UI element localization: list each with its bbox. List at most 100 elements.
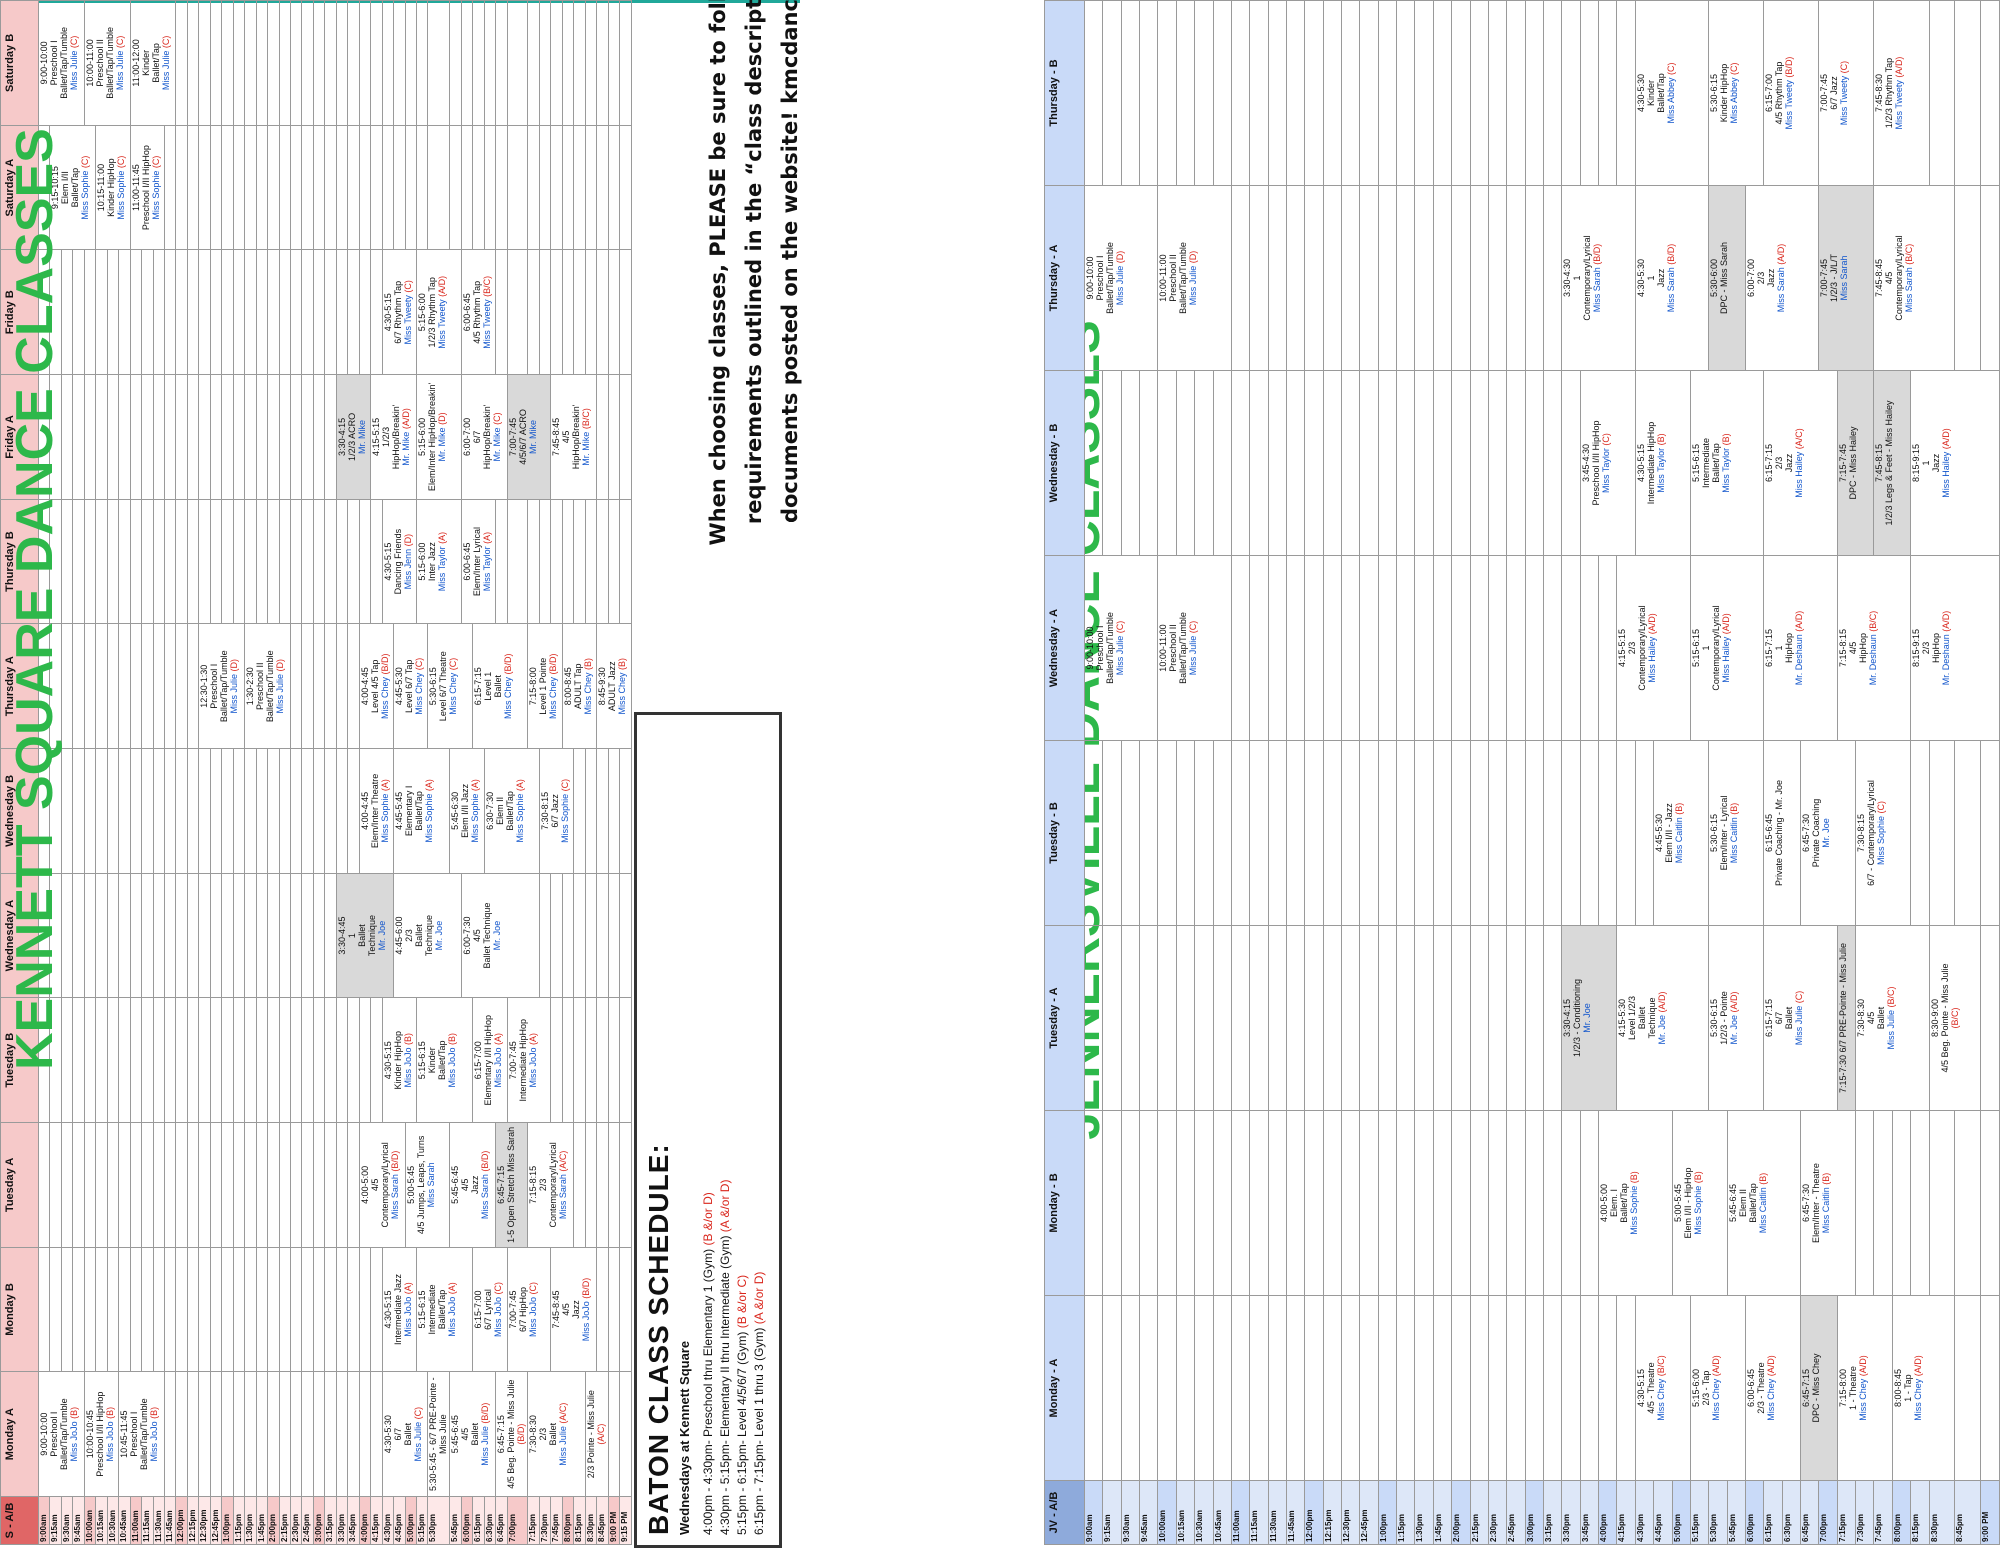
class-name: Technique bbox=[1647, 997, 1658, 1039]
class-name: Ballet/Tap bbox=[150, 43, 161, 83]
class-groups: (B) bbox=[402, 1032, 413, 1045]
class-name: Kinder bbox=[140, 49, 151, 76]
empty-slot bbox=[562, 125, 574, 250]
class-teacher: Miss Julie bbox=[558, 1426, 569, 1466]
class-block: 12:30-1:30 Preschool I Ballet/Tap/Tumble Mi… bbox=[198, 623, 245, 749]
time-slot: 4:00pm bbox=[1598, 1480, 1617, 1545]
empty-slot bbox=[1396, 740, 1415, 926]
class-block: 4:00-5:00 Elem. I Ballet/Tap Miss Sophie (B… bbox=[1598, 1110, 1672, 1296]
empty-slot bbox=[153, 374, 165, 500]
empty-slot bbox=[221, 1247, 234, 1372]
class-block: 3:30-4:15 1/2/3 ACRO Mr. Mike bbox=[336, 374, 371, 500]
empty-slot bbox=[1543, 925, 1562, 1111]
class-teacher: Miss Caitlin bbox=[1821, 1187, 1832, 1234]
class-teacher: Miss Abbey bbox=[1665, 77, 1676, 124]
empty-slot bbox=[210, 997, 222, 1123]
class-groups: (B) bbox=[582, 657, 593, 670]
empty-slot bbox=[1414, 0, 1434, 186]
class-name: 4/5 bbox=[1866, 1011, 1877, 1025]
empty-slot bbox=[130, 997, 142, 1123]
class-name: Ballet bbox=[1637, 1006, 1648, 1030]
empty-slot bbox=[118, 499, 131, 624]
class-time: 6:15-7:15 bbox=[1764, 443, 1775, 483]
class-time: 4:30-5:15 bbox=[1635, 1368, 1646, 1408]
class-block: 4:30-5:30 6/7 Ballet Miss Julie (C) bbox=[382, 1371, 428, 1497]
time-slot: 7:30pm bbox=[539, 1496, 551, 1545]
empty-slot bbox=[336, 0, 348, 126]
class-teacher: Miss Tweety bbox=[436, 299, 447, 349]
class-name: Intermediate HipHop bbox=[1645, 421, 1656, 505]
empty-slot bbox=[1506, 925, 1526, 1111]
class-name: Preschool I bbox=[1095, 255, 1105, 301]
class-name: Elementary I/II HipHop bbox=[483, 1014, 494, 1106]
class-teacher: Miss Sophie bbox=[379, 793, 390, 843]
class-name: Level 1 bbox=[483, 671, 494, 701]
empty-slot bbox=[347, 997, 360, 1123]
class-name: HipHop bbox=[1931, 633, 1942, 664]
empty-slot bbox=[244, 748, 257, 874]
empty-slot bbox=[198, 249, 211, 375]
empty-slot bbox=[84, 1122, 96, 1248]
class-name: Ballet Technique bbox=[481, 902, 492, 969]
class-block: 7:15-8:15 2/3 Contemporary/Lyrical Miss Sar… bbox=[527, 1122, 574, 1248]
class-teacher-line: Miss Chey (B/D) bbox=[380, 626, 390, 746]
class-name: 6/7 - Contemporary/Lyrical bbox=[1866, 780, 1877, 886]
empty-slot bbox=[619, 249, 632, 375]
class-block: 7:00-7:45 6/7 HipHop Miss JoJo (C) bbox=[507, 1247, 551, 1372]
class-name: Intermediate bbox=[1700, 437, 1711, 489]
empty-slot bbox=[1341, 555, 1360, 741]
class-teacher-line: Miss Sophie (C) bbox=[80, 128, 90, 248]
class-name: 6/7 bbox=[471, 430, 482, 444]
empty-slot bbox=[49, 1122, 62, 1248]
day-column-header: Thursday - A bbox=[1044, 185, 1085, 371]
empty-slot bbox=[596, 1247, 609, 1372]
class-teacher-line: Miss Taylor (B) bbox=[1721, 373, 1731, 553]
class-time: 7:45-8:45 bbox=[551, 1290, 562, 1329]
time-slot: 4:45pm bbox=[393, 1496, 405, 1545]
class-name: Ballet bbox=[470, 1422, 481, 1446]
class-time: 5:15-6:15 bbox=[416, 1041, 427, 1080]
empty-slot bbox=[175, 997, 188, 1123]
class-time: 5:00-5:45 bbox=[1672, 1183, 1683, 1223]
empty-slot bbox=[130, 1122, 142, 1248]
empty-slot bbox=[153, 748, 165, 874]
time-slot: 10:00am bbox=[84, 1496, 96, 1545]
class-teacher: Miss Sophie bbox=[514, 793, 525, 843]
class-teacher-line: Miss Sophie (B) bbox=[1629, 1113, 1639, 1293]
empty-slot bbox=[279, 1247, 291, 1372]
class-block: 7:15-7:30 6/7 PRE-Pointe - Miss Julie bbox=[1837, 925, 1856, 1111]
empty-slot bbox=[164, 249, 176, 375]
class-name: Preschool I bbox=[1095, 625, 1105, 671]
empty-slot bbox=[347, 1122, 360, 1248]
empty-slot bbox=[290, 997, 302, 1123]
class-groups: (B/D) bbox=[389, 1150, 400, 1172]
time-slot: 2:45pm bbox=[1506, 1480, 1526, 1545]
class-name: 2/3 bbox=[1774, 456, 1785, 470]
class-block: 7:45-8:45 4/5 Jazz Miss JoJo (B/D) bbox=[550, 1247, 597, 1372]
empty-slot bbox=[1323, 1110, 1342, 1296]
class-name: Elem/Inter Lyrical bbox=[471, 526, 482, 597]
class-groups: (B/C) bbox=[1949, 1007, 1960, 1029]
class-teacher: Mr. Joe bbox=[376, 920, 387, 951]
class-name: Technique bbox=[424, 915, 435, 957]
empty-slot bbox=[107, 748, 119, 874]
class-teacher: Miss Julie bbox=[1794, 1005, 1805, 1046]
empty-slot bbox=[141, 374, 154, 500]
empty-slot bbox=[244, 873, 257, 998]
class-time: 7:15-8:15 bbox=[1837, 628, 1848, 668]
empty-slot bbox=[585, 997, 597, 1123]
class-name: 1/2/3 - Pointe bbox=[1719, 991, 1730, 1045]
empty-slot bbox=[562, 997, 574, 1123]
class-name: Inter Jazz bbox=[426, 542, 437, 582]
time-slot: 9:00 PM bbox=[1980, 1480, 2000, 1545]
class-teacher: Miss Taylor bbox=[1720, 447, 1731, 493]
empty-slot bbox=[550, 997, 563, 1123]
empty-slot bbox=[1084, 0, 1103, 186]
empty-slot bbox=[1304, 555, 1324, 741]
empty-slot bbox=[1488, 370, 1507, 556]
class-name: Ballet/Tap bbox=[436, 1289, 447, 1330]
baton-line-groups: (B &/or D) bbox=[701, 1192, 715, 1246]
class-teacher: Mr. Mike bbox=[356, 419, 367, 454]
empty-slot bbox=[279, 249, 291, 375]
empty-slot bbox=[1525, 555, 1544, 741]
